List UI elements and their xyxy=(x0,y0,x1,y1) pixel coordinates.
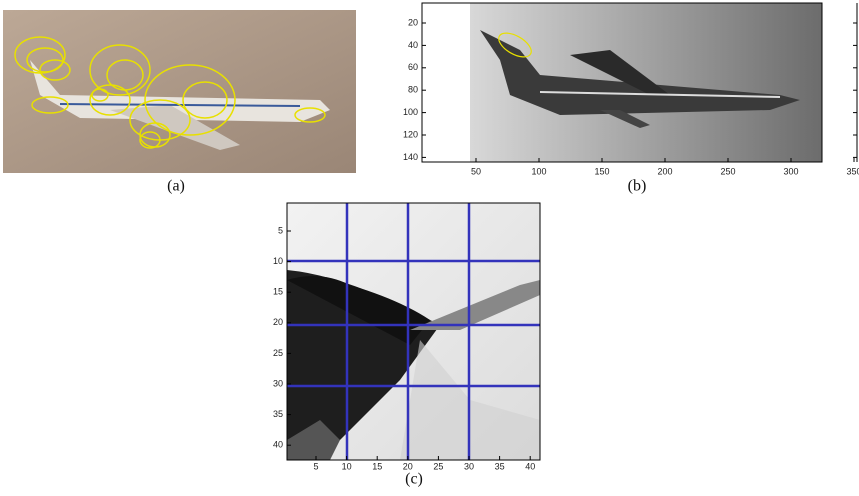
x-tick-label: 100 xyxy=(531,166,546,176)
x-tick-label: 10 xyxy=(342,461,352,471)
x-tick-label: 35 xyxy=(495,461,505,471)
x-tick-label: 50 xyxy=(471,166,481,176)
x-tick-label: 15 xyxy=(372,461,382,471)
x-tick-label: 350 xyxy=(846,166,859,176)
y-tick-label: 10 xyxy=(273,256,283,266)
y-tick-label: 100 xyxy=(403,107,418,117)
x-tick-label: 25 xyxy=(433,461,443,471)
y-tick-label: 15 xyxy=(273,287,283,297)
x-tick-label: 250 xyxy=(720,166,735,176)
x-tick-label: 20 xyxy=(403,461,413,471)
x-tick-label: 150 xyxy=(594,166,609,176)
image-c xyxy=(287,203,540,460)
caption: (c) xyxy=(405,471,423,488)
y-tick-label: 140 xyxy=(403,152,418,162)
y-tick-label: 60 xyxy=(408,62,418,72)
y-tick-label: 30 xyxy=(273,378,283,388)
photo-b xyxy=(470,3,822,162)
y-tick-label: 35 xyxy=(273,409,283,419)
y-tick-label: 25 xyxy=(273,348,283,358)
y-tick-label: 120 xyxy=(403,129,418,139)
x-tick-label: 40 xyxy=(525,461,535,471)
y-tick-label: 5 xyxy=(278,225,283,235)
y-tick-label: 40 xyxy=(408,40,418,50)
x-tick-label: 30 xyxy=(464,461,474,471)
x-tick-label: 5 xyxy=(313,461,318,471)
figure: (a) (b) (c) 20 40 60 80 100 120 140 50 100 150 200… xyxy=(0,0,859,496)
y-tick-label: 20 xyxy=(273,317,283,327)
x-tick-label: 200 xyxy=(657,166,672,176)
y-tick-label: 20 xyxy=(408,17,418,27)
y-tick-label: 80 xyxy=(408,85,418,95)
caption: (a) xyxy=(167,178,185,195)
x-tick-label: 300 xyxy=(783,166,798,176)
y-tick-label: 40 xyxy=(273,440,283,450)
caption: (b) xyxy=(628,178,647,195)
photo-a xyxy=(3,10,356,173)
